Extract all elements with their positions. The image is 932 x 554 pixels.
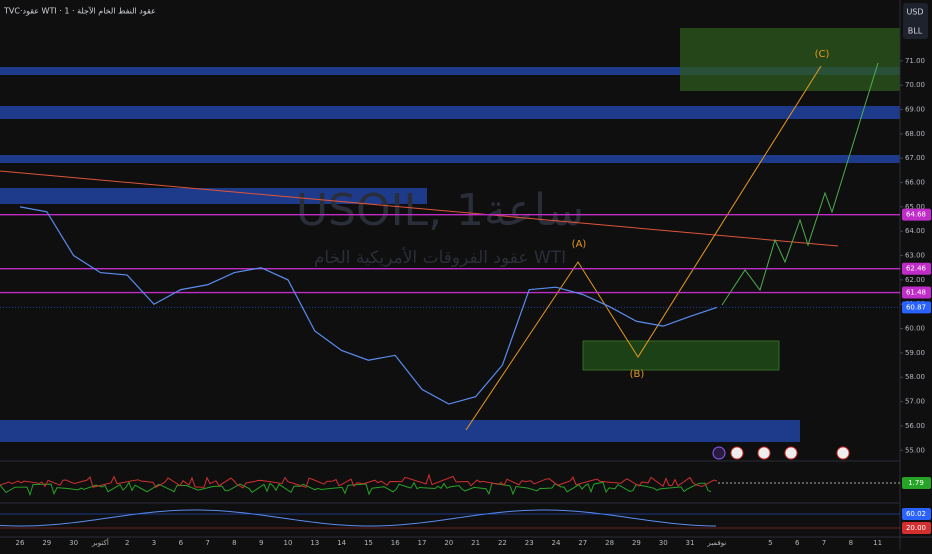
indicator-tag-label: 60.02 (906, 510, 926, 518)
y-tick-label: 57.00 (905, 398, 925, 406)
price-tag-label: 60.87 (906, 303, 926, 311)
event-icon[interactable] (712, 446, 726, 460)
stochastic-line (0, 509, 717, 527)
x-tick-label: 2 (125, 539, 129, 547)
oscillator-line (0, 473, 718, 489)
y-tick-label: 68.00 (905, 130, 925, 138)
symbol-header: TVC·عقود WTI · 1 · عقود النفط الخام الآج… (3, 6, 156, 16)
oscillator-line (0, 481, 712, 497)
x-tick-label: 20 (444, 539, 453, 547)
x-tick-label: نوفمبر (706, 539, 726, 547)
y-tick-label: 70.00 (905, 81, 925, 89)
zone (0, 106, 900, 119)
y-tick-label: 66.00 (905, 179, 925, 187)
zone (0, 67, 900, 75)
x-tick-label: 30 (659, 539, 668, 547)
x-tick-label: 24 (552, 539, 561, 547)
projection-path (721, 62, 879, 306)
price-tag (902, 262, 931, 275)
y-tick-label: 64.00 (905, 227, 925, 235)
support-zone (582, 340, 780, 371)
x-tick-label: 3 (152, 539, 156, 547)
currency: USD (906, 8, 923, 17)
zone (0, 155, 900, 163)
x-tick-label: 9 (259, 539, 263, 547)
x-tick-label: 8 (232, 539, 236, 547)
currency-box[interactable] (903, 3, 928, 39)
wave-label: (A) (572, 239, 587, 250)
x-tick-label: 7 (205, 539, 209, 547)
y-tick-label: 69.00 (905, 106, 925, 114)
x-tick-label: 15 (364, 539, 373, 547)
x-tick-label: 11 (873, 539, 882, 547)
y-tick-label: 65.00 (905, 203, 925, 211)
wave-label: (C) (815, 49, 830, 60)
y-tick-label: 67.00 (905, 154, 925, 162)
wave-label: (B) (630, 369, 645, 380)
x-tick-label: 8 (849, 539, 853, 547)
x-tick-label: 28 (605, 539, 614, 547)
y-tick-label: 59.00 (905, 349, 925, 357)
indicator-tag (902, 477, 931, 489)
unit: BLL (908, 27, 923, 36)
x-tick-label: 21 (471, 539, 480, 547)
x-tick-label: 5 (768, 539, 772, 547)
y-tick-label: 56.00 (905, 422, 925, 430)
x-tick-label: 7 (822, 539, 826, 547)
watermark-subtitle: عقود الفروقات الأمريكية الخام WTI (314, 247, 566, 268)
x-tick-label: 22 (498, 539, 507, 547)
event-icon[interactable] (757, 446, 771, 460)
indicator-tag-label: 1.79 (908, 479, 924, 487)
price-tag (902, 286, 931, 299)
event-icon[interactable] (784, 446, 798, 460)
zone (0, 420, 800, 442)
indicator-tag (902, 508, 931, 520)
price-tag-label: 62.46 (906, 265, 927, 273)
y-tick-label: 71.00 (905, 57, 925, 65)
indicator-tag (902, 522, 931, 534)
price-line (19, 206, 717, 405)
indicator-tag-label: 20.00 (906, 524, 926, 532)
y-tick-label: 62.00 (905, 276, 925, 284)
x-tick-label: 13 (310, 539, 319, 547)
x-tick-label: 6 (795, 539, 800, 547)
x-tick-label: 17 (418, 539, 427, 547)
x-tick-label: 30 (69, 539, 78, 547)
y-tick-label: 63.00 (905, 252, 925, 260)
x-tick-label: 23 (525, 539, 534, 547)
x-tick-label: 29 (632, 539, 641, 547)
trend-line (0, 170, 839, 247)
target-zone (680, 28, 900, 91)
x-tick-label: 31 (686, 539, 695, 547)
x-tick-label: 29 (42, 539, 51, 547)
price-tag (902, 301, 931, 314)
price-tag-label: 61.48 (906, 289, 926, 297)
x-tick-label: 16 (391, 539, 400, 547)
y-tick-label: 60.00 (905, 325, 925, 333)
x-tick-label: 26 (16, 539, 25, 547)
y-tick-label: 55.00 (905, 446, 925, 454)
y-tick-label: 58.00 (905, 373, 925, 381)
indicators: 1.79 60.02 20.00 (0, 473, 931, 534)
x-tick-label: 6 (179, 539, 184, 547)
event-icon[interactable] (730, 446, 744, 460)
price-tag-label: 64.68 (906, 211, 926, 219)
event-icon[interactable] (836, 446, 850, 460)
x-tick-label: 14 (337, 539, 346, 547)
x-tick-label: 10 (284, 539, 293, 547)
x-tick-label: 27 (578, 539, 587, 547)
price-tag (902, 208, 931, 221)
wave-path (465, 65, 822, 431)
x-tick-label: أكتوبر (91, 538, 109, 547)
